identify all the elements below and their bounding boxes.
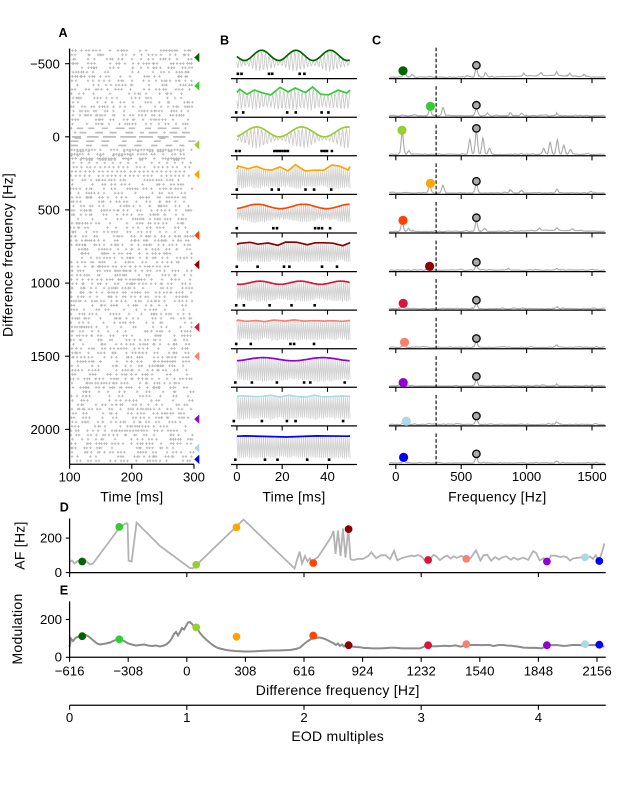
svg-text:1000: 1000 xyxy=(30,276,59,291)
svg-text:40: 40 xyxy=(320,469,335,484)
svg-text:1848: 1848 xyxy=(524,664,553,679)
svg-text:0: 0 xyxy=(66,710,73,725)
svg-text:0: 0 xyxy=(55,650,62,665)
svg-text:100: 100 xyxy=(59,469,81,484)
svg-text:4: 4 xyxy=(535,710,542,725)
svg-text:1500: 1500 xyxy=(577,469,606,484)
svg-text:B: B xyxy=(220,33,229,47)
svg-text:924: 924 xyxy=(352,664,374,679)
svg-text:1: 1 xyxy=(183,710,190,725)
svg-text:EOD multiples: EOD multiples xyxy=(291,728,384,744)
svg-text:616: 616 xyxy=(293,664,315,679)
svg-text:Modulation: Modulation xyxy=(9,594,25,665)
svg-text:−500: −500 xyxy=(30,56,60,71)
svg-text:Difference frequency [Hz]: Difference frequency [Hz] xyxy=(256,682,420,698)
svg-text:1500: 1500 xyxy=(30,349,59,364)
svg-text:A: A xyxy=(59,26,68,40)
svg-text:AF [Hz]: AF [Hz] xyxy=(12,521,28,569)
svg-text:308: 308 xyxy=(234,664,256,679)
svg-text:C: C xyxy=(372,33,381,47)
svg-text:Time [ms]: Time [ms] xyxy=(100,489,163,505)
svg-text:200: 200 xyxy=(121,469,143,484)
svg-text:2156: 2156 xyxy=(582,664,611,679)
svg-text:0: 0 xyxy=(392,469,399,484)
svg-text:0: 0 xyxy=(55,565,62,580)
svg-text:−308: −308 xyxy=(113,664,143,679)
svg-text:200: 200 xyxy=(40,531,62,546)
svg-text:1232: 1232 xyxy=(407,664,436,679)
svg-text:200: 200 xyxy=(40,612,62,627)
svg-text:Difference frequency [Hz]: Difference frequency [Hz] xyxy=(0,173,16,337)
svg-text:Frequency [Hz]: Frequency [Hz] xyxy=(448,489,546,505)
svg-text:2000: 2000 xyxy=(30,422,59,437)
svg-text:500: 500 xyxy=(38,203,60,218)
svg-text:0: 0 xyxy=(52,129,59,144)
svg-text:500: 500 xyxy=(450,469,472,484)
svg-text:300: 300 xyxy=(183,469,205,484)
svg-text:D: D xyxy=(60,500,69,514)
svg-text:0: 0 xyxy=(233,469,240,484)
svg-text:1000: 1000 xyxy=(512,469,541,484)
svg-text:E: E xyxy=(60,584,68,598)
svg-text:20: 20 xyxy=(275,469,290,484)
svg-text:0: 0 xyxy=(183,664,190,679)
svg-text:−616: −616 xyxy=(55,664,85,679)
svg-text:3: 3 xyxy=(418,710,425,725)
svg-text:1540: 1540 xyxy=(465,664,494,679)
svg-text:Time [ms]: Time [ms] xyxy=(262,489,325,505)
svg-text:2: 2 xyxy=(300,710,307,725)
